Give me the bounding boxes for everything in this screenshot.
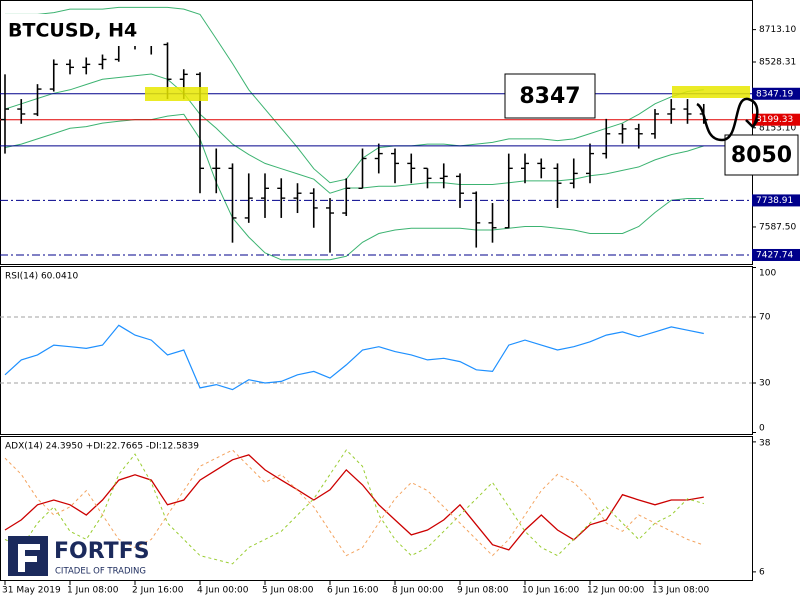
y-tick-label: 8713.10 [759,25,796,35]
y-tick-label: 8153.10 [759,123,796,133]
x-tick-label: 5 Jun 08:00 [262,586,314,596]
x-tick-label: 13 Jun 08:00 [652,586,709,596]
level-label: 7738.91 [756,196,793,206]
annotation: 8050 [731,143,792,168]
line [4,324,704,391]
y-tick-label: 38 [759,439,771,449]
band-upper [5,6,704,184]
annotation-box [724,134,799,176]
pane-title: RSI(14) 60.0410 [5,272,78,282]
y-tick-label: 100 [759,269,776,279]
line [4,449,704,565]
y-tick-label: 30 [759,379,771,389]
logo: FORTFS CITADEL OF TRADING [8,536,150,577]
x-tick-label: 31 May 2019 [2,586,61,596]
pane [0,316,752,391]
x-tick-label: 2 Jun 16:00 [132,586,184,596]
pane-title: ADX(14) 24.3950 +DI:22.7665 -DI:12.5839 [5,442,199,452]
chart-title: BTCUSD, H4 [8,20,137,42]
y-tick-label: 6 [759,567,765,577]
level-label: 8347.19 [756,89,793,99]
x-tick-label: 8 Jun 00:00 [392,586,444,596]
annotation: 8347 [519,84,580,109]
level-box [752,113,800,126]
y-tick-label: 7587.50 [759,222,796,232]
x-tick-label: 12 Jun 00:00 [587,586,644,596]
x-tick-label: 10 Jun 16:00 [522,586,579,596]
x-tick-label: 9 Jun 08:00 [457,586,509,596]
highlight [672,86,750,98]
level-box [752,87,800,100]
y-tick-label: 0 [759,424,765,434]
level-label: 8199.33 [756,115,793,125]
y-tick-label: 70 [759,313,771,323]
pane [0,6,752,261]
x-tick-label: 1 Jun 08:00 [67,586,119,596]
level-box [752,248,800,261]
pane-frame [0,0,753,265]
pane [4,449,704,565]
logo-tagline: CITADEL OF TRADING [55,567,146,577]
hand-drawn-arrow [696,97,760,142]
line [4,454,704,551]
band-middle [4,73,704,194]
pane-frame [0,266,753,435]
logo-name: FORTFS [54,539,150,564]
highlight [145,87,208,101]
title-bg [2,14,158,46]
level-label: 7427.74 [756,250,793,260]
y-tick-label: 8528.31 [759,58,796,68]
band-lower [4,113,704,261]
x-tick-label: 4 Jun 00:00 [197,586,249,596]
annotation-box [504,73,596,119]
x-tick-label: 6 Jun 16:00 [327,586,379,596]
level-box [752,194,800,207]
logo-glyph [18,544,40,572]
